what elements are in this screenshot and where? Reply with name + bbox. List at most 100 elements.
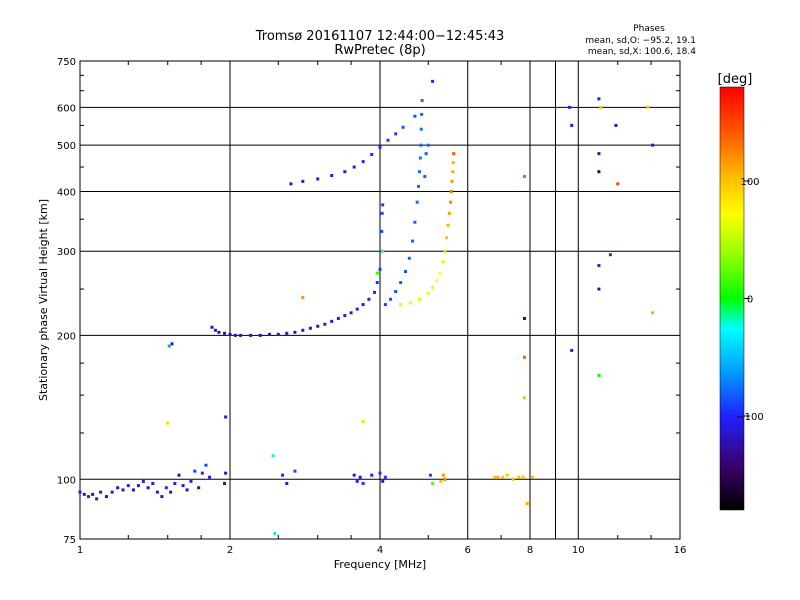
echo-point xyxy=(378,145,382,149)
echo-point xyxy=(431,79,435,83)
echo-point xyxy=(451,170,455,174)
echo-point xyxy=(567,105,571,109)
echo-point xyxy=(517,475,521,479)
echo-point xyxy=(361,160,365,164)
echo-point xyxy=(419,143,423,147)
echo-point xyxy=(169,490,173,494)
echo-point xyxy=(599,105,603,109)
echo-point xyxy=(417,170,421,174)
x-tick-label: 2 xyxy=(227,545,233,556)
echo-point xyxy=(651,143,655,147)
phase-colorbar: [deg] 100 0 −100 xyxy=(718,72,764,511)
echo-point xyxy=(418,156,422,160)
echo-point xyxy=(597,264,601,268)
grid-lines xyxy=(80,61,680,539)
echo-point xyxy=(361,481,365,485)
echo-point xyxy=(91,492,95,496)
echo-point xyxy=(423,174,427,178)
echo-point xyxy=(383,303,387,307)
echo-point xyxy=(523,355,527,359)
echo-point xyxy=(431,481,435,485)
echo-point xyxy=(208,475,212,479)
echo-point xyxy=(167,344,171,348)
echo-point xyxy=(496,475,500,479)
echo-point xyxy=(411,239,415,243)
y-axis-label: Stationary phase Virtual Height [km] xyxy=(37,199,50,401)
echo-point xyxy=(493,475,497,479)
y-tick-label: 300 xyxy=(57,247,76,258)
echo-point xyxy=(160,495,164,499)
echo-point xyxy=(380,229,384,233)
echo-point xyxy=(597,287,601,291)
echo-point xyxy=(293,469,297,473)
echo-point xyxy=(651,311,655,315)
echo-point xyxy=(523,396,527,400)
echo-point xyxy=(389,297,393,301)
echo-point xyxy=(213,328,217,332)
echo-point xyxy=(301,296,305,300)
echo-point xyxy=(426,143,430,147)
echo-point xyxy=(413,114,417,118)
echo-point xyxy=(343,314,347,318)
x-tick-label: 16 xyxy=(674,545,687,556)
echo-point xyxy=(271,454,275,458)
echo-point xyxy=(204,463,208,467)
echo-point xyxy=(352,165,356,169)
echo-point xyxy=(616,182,620,186)
echo-point xyxy=(424,152,428,156)
echo-point xyxy=(99,490,103,494)
echo-point xyxy=(450,179,454,183)
echo-point xyxy=(249,333,253,337)
chart-title-line2: RwPretec (8p) xyxy=(334,43,425,58)
echo-point xyxy=(223,481,227,485)
echo-point xyxy=(181,484,185,488)
echo-point xyxy=(151,481,155,485)
echo-point xyxy=(646,105,650,109)
echo-point xyxy=(426,291,430,295)
echo-point xyxy=(525,501,529,505)
y-tick-label: 200 xyxy=(57,331,76,342)
echo-point xyxy=(428,473,432,477)
echo-point xyxy=(447,211,451,215)
echo-point xyxy=(415,200,419,204)
echo-point xyxy=(379,249,383,253)
echo-point xyxy=(445,236,449,240)
echo-point xyxy=(608,253,612,257)
colorbar-unit-label: [deg] xyxy=(718,72,753,87)
echo-point xyxy=(401,125,405,129)
echo-point xyxy=(200,471,204,475)
echo-point xyxy=(166,421,170,425)
echo-point xyxy=(408,301,412,305)
echo-point xyxy=(126,484,130,488)
echo-point xyxy=(177,473,181,477)
data-points xyxy=(78,79,655,536)
echo-point xyxy=(361,303,365,307)
echo-point xyxy=(407,256,411,260)
echo-point xyxy=(349,311,353,315)
echo-point xyxy=(523,174,527,178)
echo-point xyxy=(185,488,189,492)
echo-point xyxy=(224,415,228,419)
plot-area xyxy=(78,60,681,540)
echo-point xyxy=(217,330,221,334)
echo-point xyxy=(146,486,150,490)
echo-point xyxy=(293,330,297,334)
echo-point xyxy=(301,179,305,183)
echo-point xyxy=(420,99,424,103)
y-tick-label: 500 xyxy=(57,141,76,152)
echo-point xyxy=(413,220,417,224)
echo-point xyxy=(210,325,214,329)
y-tick-label: 750 xyxy=(57,57,76,68)
echo-point xyxy=(394,132,398,136)
echo-point xyxy=(110,490,114,494)
echo-point xyxy=(439,479,443,483)
phase-stats-x: mean, sd,X: 100.6, 18.4 xyxy=(588,47,696,57)
x-tick-label: 1 xyxy=(77,545,83,556)
echo-point xyxy=(375,281,379,285)
echo-point xyxy=(358,475,362,479)
echo-point xyxy=(116,486,120,490)
echo-point xyxy=(189,479,193,483)
echo-point xyxy=(155,490,159,494)
echo-point xyxy=(233,333,237,337)
echo-point xyxy=(273,532,277,536)
